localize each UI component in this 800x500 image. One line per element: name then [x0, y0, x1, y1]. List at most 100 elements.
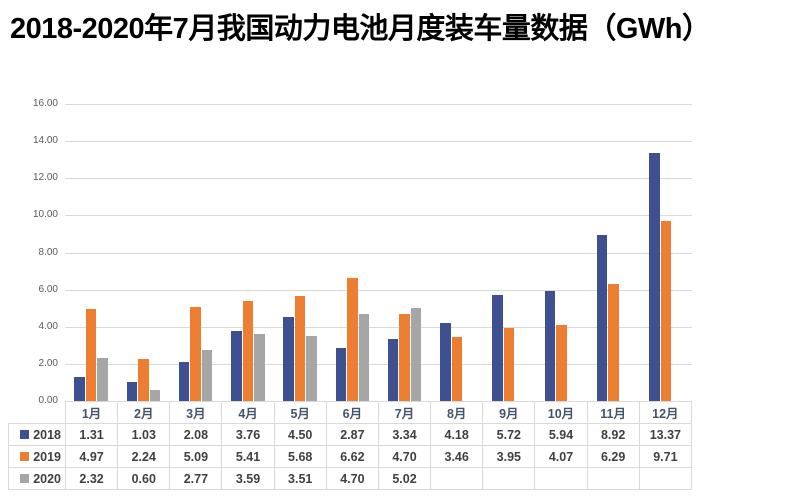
cell-2019-9月: 3.95 — [482, 445, 536, 468]
bar-slot — [306, 104, 318, 401]
cell-2020-5月: 3.51 — [273, 467, 327, 490]
table-row-2018: 2018 1.31 1.03 2.08 3.76 4.50 2.87 3.34 4.18 5.72… — [8, 423, 693, 446]
y-tick-label: 10.00 — [32, 209, 58, 221]
bar-slot — [672, 104, 684, 401]
bar-2019-12月 — [660, 220, 672, 401]
bar-2019-2月 — [138, 359, 149, 401]
table-row-2020: 2020 2.32 0.60 2.77 3.59 3.51 4.70 5.02 — [8, 467, 693, 490]
bar-2018-11月 — [596, 235, 608, 401]
legend-label-2020: 2020 — [33, 471, 61, 486]
bar-2019-9月 — [503, 327, 515, 401]
cell-2018-4月: 3.76 — [221, 423, 275, 446]
bar-slot — [596, 104, 608, 401]
cell-2018-8月: 4.18 — [430, 423, 484, 446]
bar-2020-2月 — [149, 389, 161, 401]
cell-2020-2月: 0.60 — [117, 467, 171, 490]
bar-group-10月 — [535, 104, 587, 401]
bar-group-6月 — [326, 104, 378, 401]
legend-key-2020 — [20, 473, 30, 483]
legend-key-2019 — [20, 451, 30, 461]
bar-slot — [242, 104, 254, 401]
bar-slot — [608, 104, 620, 401]
bar-slot — [201, 104, 213, 401]
bar-2019-8月 — [451, 336, 463, 401]
month-header-8月: 8月 — [430, 401, 484, 424]
month-header-3月: 3月 — [169, 401, 223, 424]
bar-2020-6月 — [358, 313, 370, 401]
month-header-9月: 9月 — [482, 401, 536, 424]
bar-2019-5月 — [294, 295, 306, 401]
bar-groups — [65, 104, 692, 401]
bar-slot — [492, 104, 504, 401]
bar-slot — [463, 104, 475, 401]
bar-slot — [85, 104, 97, 401]
bar-2018-8月 — [440, 323, 451, 401]
bar-group-11月 — [588, 104, 640, 401]
bar-slot — [138, 104, 150, 401]
cell-2019-2月: 2.24 — [117, 445, 171, 468]
cell-2018-2月: 1.03 — [117, 423, 171, 446]
month-header-11月: 11月 — [586, 401, 640, 424]
bar-group-12月 — [640, 104, 692, 401]
bar-group-3月 — [170, 104, 222, 401]
bar-2018-10月 — [544, 290, 556, 401]
bar-slot — [387, 104, 399, 401]
bar-slot — [410, 104, 422, 401]
bar-2020-1月 — [97, 357, 108, 401]
bar-slot — [556, 104, 568, 401]
bar-group-8月 — [431, 104, 483, 401]
bar-group-7月 — [379, 104, 431, 401]
gridline — [65, 326, 692, 328]
bar-2018-7月 — [387, 339, 399, 401]
gridline — [65, 104, 692, 105]
month-header-6月: 6月 — [325, 401, 379, 424]
bar-slot — [126, 104, 138, 401]
cell-2018-10月: 5.94 — [534, 423, 588, 446]
bar-slot — [178, 104, 190, 401]
table-row-2019: 2019 4.97 2.24 5.09 5.41 5.68 6.62 4.70 3.46 3.95… — [8, 445, 693, 468]
cell-2018-1月: 1.31 — [64, 423, 119, 446]
cell-2018-12月: 13.37 — [638, 423, 693, 446]
bar-slot — [399, 104, 411, 401]
plot-area — [65, 104, 692, 401]
bar-slot — [515, 104, 527, 401]
cell-2020-11月 — [586, 467, 640, 490]
bar-slot — [619, 104, 631, 401]
bar-2020-4月 — [254, 334, 265, 401]
cell-2018-7月: 3.34 — [377, 423, 432, 446]
bar-2018-9月 — [492, 294, 503, 401]
month-header-1月: 1月 — [64, 401, 119, 424]
cell-2020-8月 — [430, 467, 484, 490]
bar-2018-12月 — [649, 152, 660, 401]
bar-2019-1月 — [85, 308, 97, 401]
bar-2020-7月 — [410, 307, 422, 401]
bar-2019-7月 — [399, 313, 410, 401]
bar-2020-3月 — [201, 349, 213, 401]
cell-2020-4月: 3.59 — [221, 467, 275, 490]
bar-slot — [335, 104, 347, 401]
bar-group-9月 — [483, 104, 535, 401]
data-table: 1月 2月 3月 4月 5月 6月 7月 8月 9月 10月 11月 12月 2018 1.31 1.03 2… — [8, 401, 693, 490]
cell-2018-11月: 8.92 — [586, 423, 640, 446]
bar-2018-3月 — [178, 362, 190, 401]
bar-slot — [283, 104, 295, 401]
y-tick-label: 4.00 — [38, 320, 58, 332]
month-header-2月: 2月 — [117, 401, 171, 424]
cell-2020-9月 — [482, 467, 536, 490]
bar-2018-2月 — [126, 381, 138, 401]
cell-2020-12月 — [638, 467, 693, 490]
legend-2020: 2020 — [8, 467, 66, 490]
bar-slot — [97, 104, 109, 401]
gridline — [65, 215, 692, 217]
bar-slot — [660, 104, 672, 401]
bar-group-5月 — [274, 104, 326, 401]
bar-slot — [74, 104, 86, 401]
bar-group-1月 — [65, 104, 117, 401]
cell-2019-11月: 6.29 — [586, 445, 640, 468]
cell-2019-6月: 6.62 — [325, 445, 379, 468]
legend-label-2018: 2018 — [33, 427, 61, 442]
y-tick-label: 8.00 — [38, 246, 58, 258]
legend-key-2018 — [20, 429, 30, 439]
